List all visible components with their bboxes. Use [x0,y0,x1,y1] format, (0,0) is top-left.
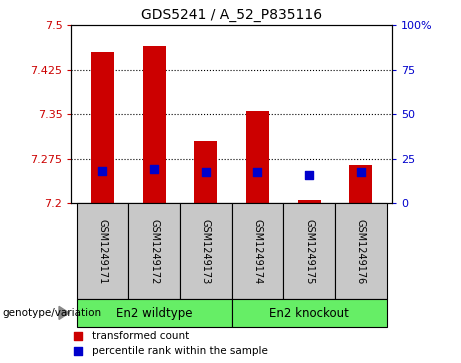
Point [357,170,365,175]
Bar [246,111,269,203]
Title: GDS5241 / A_52_P835116: GDS5241 / A_52_P835116 [141,8,322,22]
Bar [142,46,166,203]
Bar [194,141,218,203]
Bar [91,52,114,203]
Text: GSM1249172: GSM1249172 [149,219,159,284]
Text: GSM1249176: GSM1249176 [356,219,366,284]
Text: GSM1249173: GSM1249173 [201,219,211,284]
Point [306,172,313,178]
Polygon shape [59,306,69,319]
Point [74,348,82,354]
Text: percentile rank within the sample: percentile rank within the sample [92,346,268,356]
Bar [284,203,335,299]
Bar [77,203,128,299]
Bar [128,203,180,299]
Text: GSM1249171: GSM1249171 [97,219,107,284]
Point [74,333,82,339]
Bar [231,299,387,327]
Text: En2 knockout: En2 knockout [269,307,349,319]
Bar [297,200,321,203]
Bar [231,203,284,299]
Point [150,167,158,172]
Bar [349,165,372,203]
Text: GSM1249174: GSM1249174 [253,219,262,284]
Text: GSM1249175: GSM1249175 [304,219,314,284]
Text: genotype/variation: genotype/variation [2,308,101,318]
Point [202,170,209,175]
Bar [335,203,387,299]
Text: transformed count: transformed count [92,331,189,341]
Point [254,170,261,175]
Bar [77,299,231,327]
Bar [180,203,231,299]
Point [99,168,106,174]
Text: En2 wildtype: En2 wildtype [116,307,192,319]
